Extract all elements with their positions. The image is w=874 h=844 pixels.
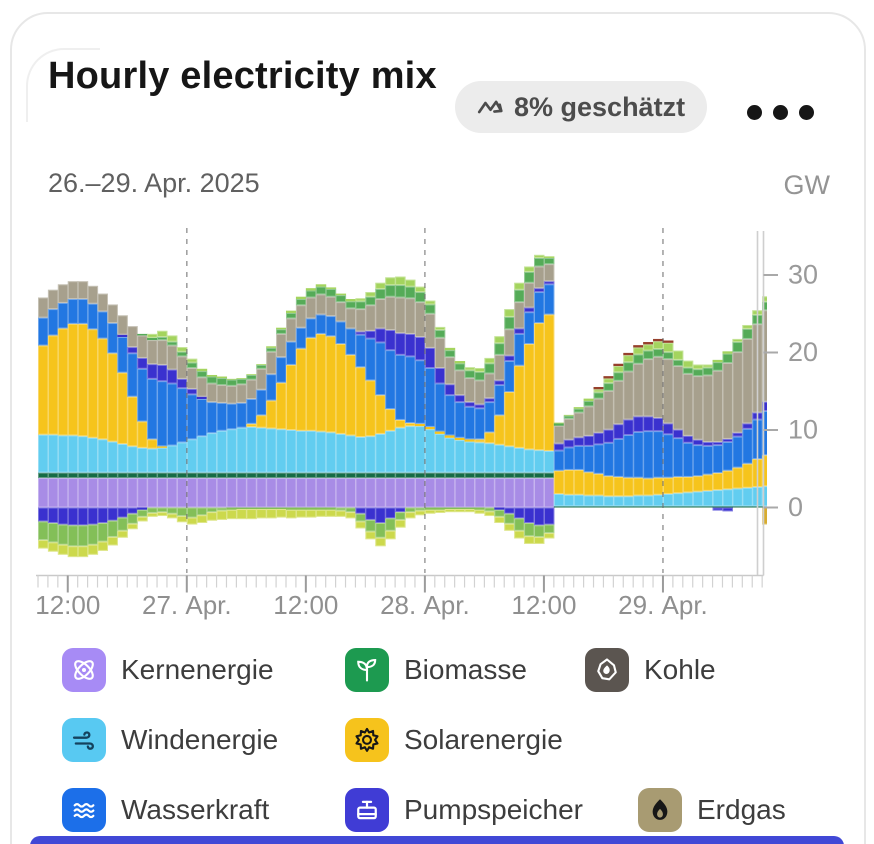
legend-label: Kohle — [644, 654, 716, 685]
legend-item-wasserkraft[interactable]: Wasserkraft — [62, 788, 269, 832]
legend-label: Solarenergie — [404, 724, 563, 755]
atom-icon — [62, 648, 106, 692]
legend-label: Windenergie — [121, 724, 279, 755]
coal-icon — [585, 648, 629, 692]
legend-label: Erdgas — [697, 794, 786, 825]
legend-item-biomasse[interactable]: Biomasse — [345, 648, 527, 692]
legend-label: Wasserkraft — [121, 794, 270, 825]
legend-item-erdgas[interactable]: Erdgas — [638, 788, 786, 832]
legend-item-pumpspeicher[interactable]: Pumpspeicher — [345, 788, 583, 832]
legend-label: Kernenergie — [121, 654, 274, 685]
next-widget-peek[interactable] — [30, 836, 844, 844]
legend-label: Pumpspeicher — [404, 794, 583, 825]
sprout-icon — [345, 648, 389, 692]
wind-icon — [62, 718, 106, 762]
sun-icon — [345, 718, 389, 762]
legend-item-kernenergie[interactable]: Kernenergie — [62, 648, 274, 692]
dam-icon — [345, 788, 389, 832]
electricity-mix-chart[interactable] — [0, 0, 874, 640]
legend-item-solarenergie[interactable]: Solarenergie — [345, 718, 563, 762]
legend-item-windenergie[interactable]: Windenergie — [62, 718, 278, 762]
legend-label: Biomasse — [404, 654, 527, 685]
legend-item-kohle[interactable]: Kohle — [585, 648, 716, 692]
flame-icon — [638, 788, 682, 832]
waves-icon — [62, 788, 106, 832]
